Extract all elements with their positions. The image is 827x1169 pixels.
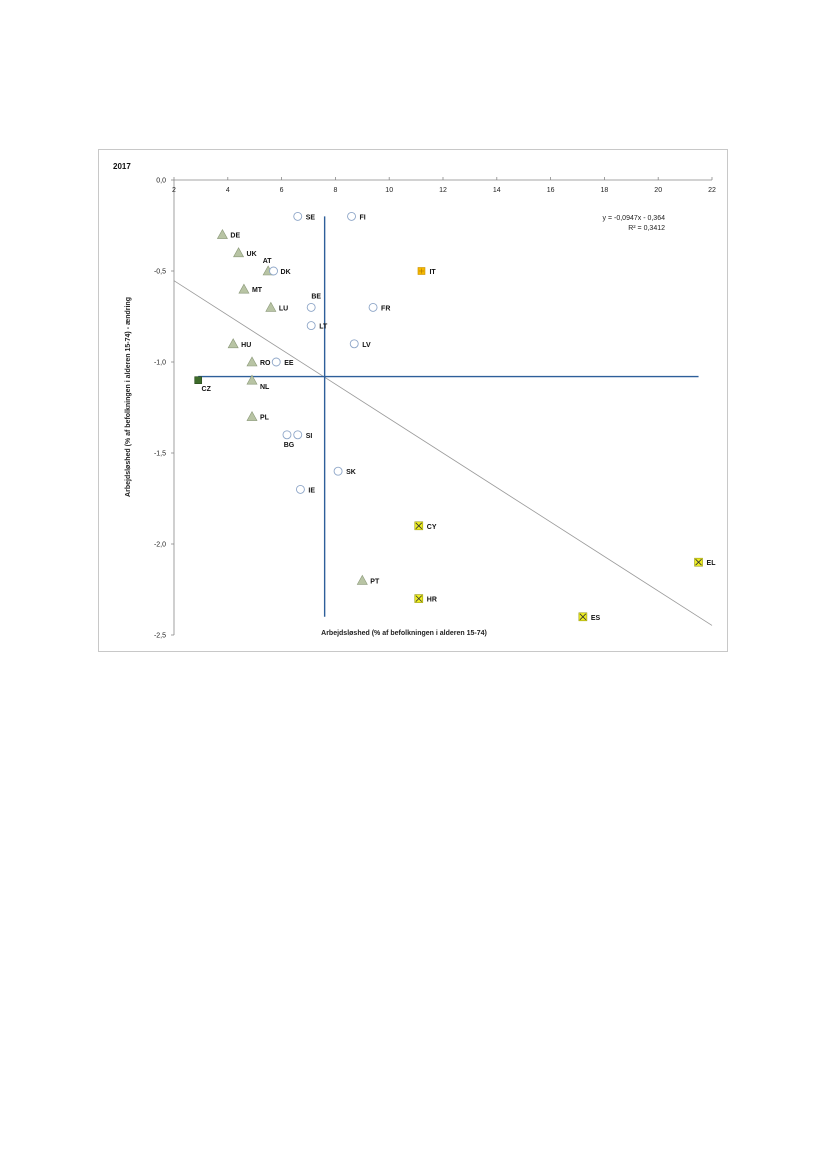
point-label-sk: SK [346, 469, 356, 476]
point-se [293, 211, 303, 221]
point-label-at: AT [263, 258, 273, 265]
x-tick-label: 20 [654, 187, 662, 194]
trendline-equation: y = -0,0947x - 0,364 [603, 215, 666, 222]
point-label-cy: CY [427, 524, 437, 531]
trendline-group [173, 280, 713, 626]
point-label-se: SE [306, 214, 316, 221]
point-bg [282, 430, 292, 440]
point-uk [233, 247, 245, 258]
x-tick-label: 12 [439, 187, 447, 194]
point-label-lt: LT [319, 324, 328, 331]
y-tick-label: -1,5 [154, 451, 166, 458]
point-label-es: ES [591, 615, 601, 622]
y-tick-label: -2,0 [154, 542, 166, 549]
x-axis-title: Arbejdsløshed (% af befolkningen i alder… [321, 630, 487, 637]
point-label-dk: DK [281, 269, 291, 276]
point-mt [238, 283, 250, 294]
point-fi [347, 211, 356, 221]
x-tick-label: 8 [333, 187, 337, 194]
point-ie [295, 484, 305, 494]
point-label-lv: LV [362, 342, 371, 349]
axes: 2 4 6 8 10 12 14 16 18 20 22 0,0 -0,5 -1,0 -1,5 -2,0 -2,… [154, 177, 716, 640]
x-tick-label: 22 [708, 187, 716, 194]
point-label-ro: RO [260, 360, 271, 367]
point-lv [349, 339, 359, 349]
trendline-r2: R² = 0,3412 [628, 225, 665, 232]
point-label-uk: UK [247, 251, 257, 258]
point-cz [194, 376, 203, 384]
x-tick-label: 18 [601, 187, 609, 194]
point-be [306, 302, 316, 312]
point-nl [246, 374, 258, 385]
point-label-si: SI [306, 433, 313, 440]
point-label-fi: FI [360, 214, 366, 221]
point-label-pt: PT [370, 578, 380, 585]
point-label-hr: HR [427, 597, 437, 604]
point-label-nl: NL [260, 384, 270, 391]
point-label-mt: MT [252, 287, 263, 294]
point-lt [306, 321, 316, 331]
chart-title: 2017 [113, 162, 131, 171]
y-tick-label: -1,0 [154, 360, 166, 367]
point-lu [265, 301, 277, 312]
point-label-pl: PL [260, 415, 270, 422]
y-axis-title: Arbejdsløshed (% af befolkningen i alder… [125, 297, 132, 497]
point-pl [246, 410, 258, 421]
x-tick-label: 4 [226, 187, 230, 194]
point-label-hu: HU [241, 342, 251, 349]
y-tick-label: -0,5 [154, 269, 166, 276]
reference-lines [198, 216, 699, 617]
point-label-de: DE [230, 233, 240, 240]
point-fr [368, 302, 378, 312]
point-label-cz: CZ [202, 386, 212, 393]
y-tick-label: 0,0 [156, 178, 166, 185]
point-el-mark [695, 558, 702, 566]
point-label-be: BE [311, 293, 321, 300]
point-sk [333, 466, 343, 476]
point-label-ie: IE [308, 487, 315, 494]
point-label-fr: FR [381, 305, 390, 312]
x-tick-label: 10 [385, 187, 393, 194]
point-hr-mark [415, 595, 423, 602]
point-ee [271, 357, 281, 367]
x-tick-label: 2 [172, 187, 176, 194]
x-tick-label: 14 [493, 187, 501, 194]
point-es-mark [579, 613, 587, 621]
trendline [173, 280, 713, 626]
point-label-ee: EE [284, 360, 294, 367]
point-pt [356, 574, 368, 585]
point-label-it: IT [429, 269, 436, 276]
point-label-lu: LU [279, 305, 288, 312]
chart-frame: 2017 2 4 6 8 10 12 14 16 18 20 22 0,0 -0,5 -1,0 -1,5 -2… [98, 149, 728, 652]
point-de [216, 228, 228, 239]
point-hu [227, 338, 239, 349]
point-ro [246, 356, 258, 367]
scatter-chart: 2017 2 4 6 8 10 12 14 16 18 20 22 0,0 -0,5 -1,0 -1,5 -2… [113, 162, 717, 640]
point-cy-mark [415, 522, 423, 530]
x-tick-label: 16 [547, 187, 555, 194]
y-tick-label: -2,5 [154, 633, 166, 640]
data-points: SE FI DE UK AT DK IT MT LU BE FR LT HU LV RO EE CZ NL PL BG… [194, 211, 717, 622]
x-tick-label: 6 [280, 187, 284, 194]
point-label-bg: BG [284, 442, 295, 449]
point-si [293, 430, 303, 440]
point-dk [269, 266, 278, 276]
point-label-el: EL [707, 560, 717, 567]
